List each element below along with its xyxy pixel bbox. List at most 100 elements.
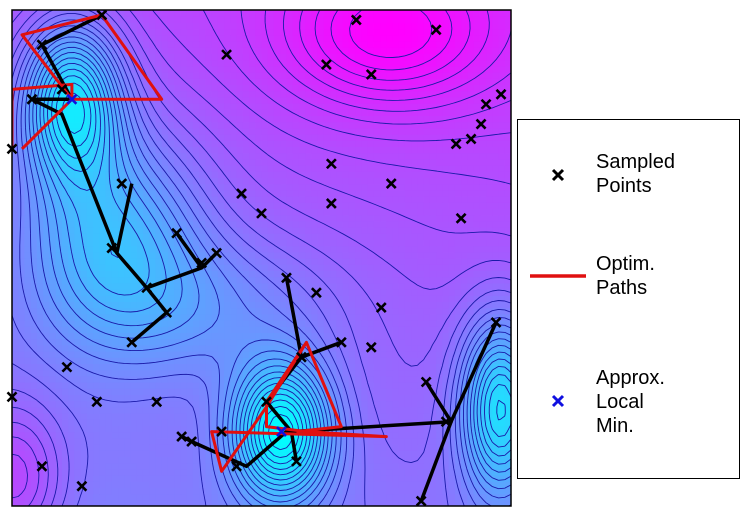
heat-cell [205,115,213,123]
heat-cell [261,146,269,154]
heat-cell [30,332,38,340]
heat-cell [68,301,75,309]
heat-cell [348,475,356,482]
heat-cell [80,127,88,135]
heat-cell [467,369,475,377]
heat-cell [386,276,394,284]
heat-cell [211,456,219,464]
heat-cell [392,307,400,315]
heat-cell [142,214,150,222]
heat-cell [167,282,175,290]
heat-cell [355,251,362,259]
heat-cell [105,357,113,364]
heat-cell [367,239,375,247]
heat-cell [24,245,32,253]
heat-cell [18,146,26,154]
heat-cell [486,301,493,309]
heat-cell [118,282,125,290]
heat-cell [74,326,82,333]
heat-cell [361,189,369,197]
heat-cell [93,425,100,433]
heat-cell [136,444,144,451]
heat-cell [461,245,468,253]
heat-cell [24,419,32,426]
heat-cell [486,134,493,141]
heat-cell [448,233,456,240]
heat-cell [161,444,169,451]
heat-cell [211,295,219,302]
heat-cell [492,344,500,352]
heat-cell [167,251,175,259]
heat-cell [149,258,157,265]
heat-cell [142,233,150,240]
heat-cell [486,468,493,476]
heat-cell [305,295,312,302]
heat-cell [267,326,275,333]
heat-cell [68,326,75,333]
heat-cell [479,239,487,247]
heat-cell [174,270,182,278]
heat-cell [355,344,362,352]
heat-cell [192,444,200,451]
heat-cell [155,196,163,203]
heat-cell [355,276,362,284]
heat-cell [404,332,412,340]
heat-cell [323,332,331,340]
heat-cell [348,140,356,147]
heat-cell [373,450,381,457]
heat-cell [155,444,163,451]
heat-cell [130,462,138,470]
heat-cell [305,499,312,506]
heat-cell [174,344,182,352]
heat-cell [367,276,375,284]
heat-cell [174,313,182,321]
heat-cell [24,270,32,278]
heat-cell [86,493,94,501]
heat-cell [273,357,281,364]
heat-cell [423,394,431,402]
heat-cell [398,220,406,228]
heat-cell [186,307,194,315]
heat-cell [454,208,462,216]
heat-cell [305,289,312,296]
heat-cell [448,295,456,302]
heat-cell [36,487,44,495]
heat-cell [167,202,175,209]
heat-cell [286,338,294,346]
heat-cell [436,233,443,240]
heat-cell [448,196,456,203]
heat-cell [199,326,206,333]
heat-cell [436,456,443,464]
heat-cell [118,127,125,135]
heat-cell [186,462,194,470]
heat-cell [292,196,300,203]
heat-cell [211,320,219,327]
heat-cell [280,351,288,358]
heat-cell [504,456,511,464]
heat-cell [18,444,26,451]
heat-cell [317,456,325,464]
heat-cell [273,394,281,402]
heat-cell [423,456,431,464]
heat-cell [292,289,300,296]
heat-cell [486,171,493,178]
heat-cell [348,258,356,265]
heat-cell [130,487,138,495]
heat-cell [323,468,331,476]
heat-cell [267,264,275,271]
heat-cell [18,177,26,185]
heat-cell [342,134,350,141]
heat-cell [355,475,362,482]
heat-cell [398,121,406,129]
heat-cell [404,220,412,228]
heat-cell [155,251,163,259]
heat-cell [68,437,75,445]
heat-cell [149,450,157,457]
heat-cell [436,357,443,364]
heat-cell [298,134,306,141]
heat-cell [323,245,331,253]
heat-cell [467,307,475,315]
heat-cell [80,140,88,147]
heat-cell [55,481,63,488]
heat-cell [429,258,437,265]
